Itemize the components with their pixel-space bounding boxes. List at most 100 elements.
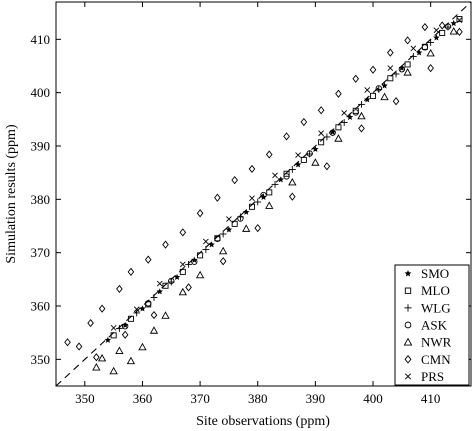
point-mlo bbox=[318, 139, 325, 146]
legend-marker-cmn bbox=[404, 354, 412, 364]
point-cmn bbox=[456, 27, 463, 36]
point-ask bbox=[329, 129, 336, 136]
point-cmn bbox=[214, 193, 221, 202]
point-cmn bbox=[87, 318, 94, 328]
point-nwr bbox=[126, 356, 136, 365]
point-wlg bbox=[323, 133, 331, 141]
point-mlo bbox=[456, 16, 463, 23]
y-tick-label: 370 bbox=[31, 245, 51, 260]
point-cmn bbox=[254, 224, 262, 233]
point-cmn bbox=[427, 64, 434, 73]
point-nwr bbox=[265, 201, 274, 209]
point-ask bbox=[121, 323, 129, 330]
point-wlg bbox=[340, 119, 348, 126]
point-smo bbox=[364, 96, 371, 103]
point-nwr bbox=[178, 287, 187, 296]
point-cmn bbox=[283, 132, 290, 141]
point-ask bbox=[168, 277, 175, 285]
point-smo bbox=[450, 19, 457, 27]
plot-frame bbox=[55, 1, 472, 387]
point-mlo bbox=[370, 92, 377, 99]
point-ask bbox=[283, 173, 290, 180]
point-wlg bbox=[392, 70, 400, 78]
point-prs bbox=[202, 238, 209, 245]
point-mlo bbox=[127, 315, 134, 322]
legend-marker-ask bbox=[404, 321, 412, 329]
x-tick-label: 390 bbox=[306, 391, 326, 406]
point-smo bbox=[173, 273, 181, 280]
point-prs bbox=[456, 17, 463, 24]
point-cmn bbox=[323, 162, 331, 171]
point-prs bbox=[272, 172, 278, 179]
point-cmn bbox=[179, 228, 187, 237]
point-ask bbox=[191, 258, 198, 265]
point-nwr bbox=[149, 326, 159, 334]
point-prs bbox=[179, 261, 186, 268]
x-tick-label: 370 bbox=[190, 391, 210, 406]
point-cmn bbox=[121, 330, 129, 339]
point-smo bbox=[312, 145, 319, 152]
data-points-group bbox=[64, 16, 463, 375]
point-smo bbox=[415, 49, 423, 56]
point-smo bbox=[381, 82, 388, 89]
point-cmn bbox=[150, 310, 158, 320]
point-smo bbox=[242, 208, 250, 215]
point-wlg bbox=[409, 53, 417, 60]
y-axis-title: Simulation results (ppm) bbox=[4, 124, 19, 264]
point-prs bbox=[156, 280, 163, 287]
legend-label-cmn: CMN bbox=[421, 352, 451, 367]
legend-marker-nwr bbox=[403, 337, 413, 346]
point-smo bbox=[433, 34, 440, 41]
legend-label-ask: ASK bbox=[421, 318, 448, 333]
point-ask bbox=[260, 191, 267, 199]
point-smo bbox=[329, 128, 336, 135]
legend-marker-wlg bbox=[404, 304, 412, 312]
legend-label-prs: PRS bbox=[421, 369, 444, 384]
point-nwr bbox=[97, 353, 107, 362]
x-axis-title: Site observations (ppm) bbox=[196, 414, 330, 429]
x-tick-label: 350 bbox=[75, 391, 95, 406]
point-ask bbox=[421, 44, 429, 51]
point-wlg bbox=[358, 101, 365, 108]
y-tick-label: 380 bbox=[31, 192, 51, 207]
point-cmn bbox=[231, 176, 238, 185]
point-mlo bbox=[266, 189, 273, 196]
point-ask bbox=[444, 23, 452, 30]
legend-box bbox=[394, 264, 470, 386]
point-wlg bbox=[219, 230, 227, 238]
point-mlo bbox=[387, 75, 394, 82]
point-smo bbox=[294, 161, 302, 168]
point-cmn bbox=[358, 124, 365, 133]
x-tick-label: 410 bbox=[421, 391, 441, 406]
point-cmn bbox=[196, 209, 204, 218]
axis-ticks-group: 350 360 370 380 390 400 410 350 360 370 380 390 400 4… bbox=[31, 2, 471, 406]
point-cmn bbox=[93, 353, 100, 362]
point-wlg bbox=[150, 294, 158, 301]
point-nwr bbox=[242, 224, 251, 232]
point-smo bbox=[121, 321, 129, 328]
point-cmn bbox=[289, 192, 296, 201]
point-prs bbox=[410, 45, 417, 52]
point-cmn bbox=[185, 283, 192, 292]
y-tick-label: 410 bbox=[31, 32, 51, 47]
point-nwr bbox=[449, 27, 458, 35]
point-nwr bbox=[334, 134, 343, 142]
point-prs bbox=[110, 324, 117, 331]
point-nwr bbox=[115, 346, 124, 354]
point-ask bbox=[214, 235, 221, 242]
y-tick-label: 390 bbox=[31, 139, 51, 154]
point-ask bbox=[352, 109, 359, 116]
point-nwr bbox=[161, 311, 170, 319]
point-smo bbox=[398, 64, 406, 71]
point-ask bbox=[375, 85, 382, 92]
point-nwr bbox=[426, 48, 435, 57]
point-nwr bbox=[311, 158, 320, 166]
x-tick-label: 360 bbox=[133, 391, 153, 406]
point-wlg bbox=[185, 261, 192, 268]
point-ask bbox=[145, 300, 152, 307]
point-mlo bbox=[404, 61, 411, 68]
point-smo bbox=[208, 241, 215, 248]
point-prs bbox=[318, 130, 325, 137]
point-mlo bbox=[300, 156, 307, 163]
legend-items: SMO MLO WLG ASK NWR CMN PRS bbox=[403, 266, 452, 384]
